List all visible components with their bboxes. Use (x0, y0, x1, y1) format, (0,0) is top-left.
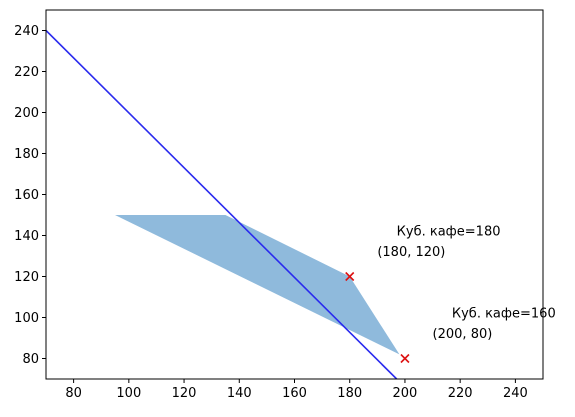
x-tick-label: 200 (393, 386, 418, 401)
y-tick-label: 140 (14, 229, 39, 244)
marker-stroke (400, 353, 410, 364)
x-tick-label: 240 (503, 386, 528, 401)
annotation-label: (180, 120) (377, 245, 445, 260)
feasible-region (115, 215, 400, 355)
x-tick-label: 180 (337, 386, 362, 401)
marker-point (400, 353, 410, 364)
annotation-label: (200, 80) (433, 327, 493, 342)
marker-point (345, 271, 355, 282)
constraint-line (46, 29, 398, 379)
x-tick-label: 160 (282, 386, 307, 401)
y-tick-label: 120 (14, 270, 39, 285)
y-tick-label: 220 (14, 65, 39, 80)
axes: 80 100 120 140 160 180 200 220 240 80 100 120 140 160… (14, 24, 528, 401)
annotation-label: Куб. кафе=160 (452, 307, 556, 322)
y-tick-label: 80 (22, 352, 39, 367)
x-tick-label: 120 (172, 386, 197, 401)
marker-stroke (345, 271, 355, 282)
x-tick-label: 220 (448, 386, 473, 401)
x-tick-label: 140 (227, 386, 252, 401)
y-tick-label: 200 (14, 106, 39, 121)
x-tick-label: 80 (65, 386, 82, 401)
y-tick-label: 100 (14, 311, 39, 326)
plot-area (46, 29, 410, 379)
annotations: Куб. кафе=180 (180, 120) Куб. кафе=160 (200… (377, 225, 555, 343)
y-tick-label: 160 (14, 188, 39, 203)
annotation-label: Куб. кафе=180 (397, 225, 501, 240)
x-tick-label: 100 (116, 386, 141, 401)
y-tick-label: 180 (14, 147, 39, 162)
y-tick-label: 240 (14, 24, 39, 39)
